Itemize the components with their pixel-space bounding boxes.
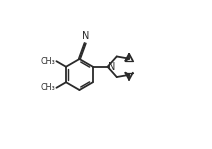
Text: N: N	[108, 62, 116, 72]
Text: CH₃: CH₃	[40, 83, 55, 92]
Text: CH₃: CH₃	[40, 57, 55, 66]
Text: N: N	[82, 31, 90, 41]
